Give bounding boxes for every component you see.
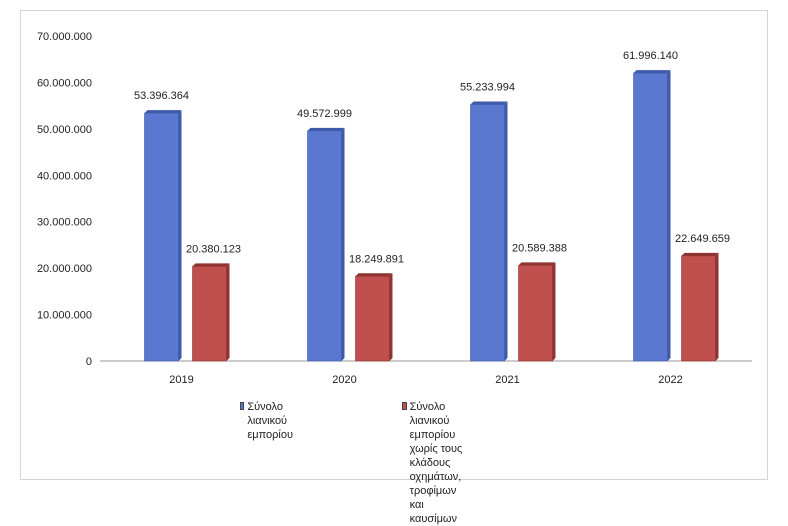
- bar-side: [667, 70, 671, 362]
- data-label: 53.396.364: [134, 90, 189, 102]
- bar-side: [552, 262, 556, 361]
- bar-total-retail: [633, 72, 668, 362]
- bar-chart: 0 10.000.000 20.000.000 30.000.000 40.000.00…: [37, 31, 752, 386]
- y-tick-label: 40.000.000: [37, 170, 92, 182]
- bar-top: [144, 110, 182, 114]
- bar-retail-excluding: [355, 275, 390, 362]
- legend-item-total-retail: Σύνολο λιανικού εμπορίου: [240, 400, 297, 442]
- legend-item-retail-excluding: Σύνολο λιανικού εμπορίου χωρίς τους κλάδ…: [402, 400, 465, 526]
- bar-side: [504, 101, 508, 361]
- y-tick-label: 50.000.000: [37, 124, 92, 136]
- x-tick-label: 2022: [658, 374, 682, 386]
- y-tick-label: 0: [86, 356, 92, 368]
- bar-top: [633, 70, 671, 74]
- bar-top: [355, 273, 393, 277]
- data-label: 20.380.123: [186, 243, 241, 255]
- bar-retail-excluding: [681, 255, 716, 362]
- bar-retail-excluding: [518, 265, 553, 362]
- bar-side: [226, 263, 230, 361]
- bar-total-retail: [470, 104, 505, 362]
- legend-label-retail-excluding: Σύνολο λιανικού εμπορίου χωρίς τους κλάδ…: [409, 401, 463, 525]
- legend-label-total-retail: Σύνολο λιανικού εμπορίου: [247, 401, 293, 441]
- legend-swatch-red: [402, 402, 407, 410]
- bar-total-retail: [144, 112, 179, 362]
- data-label: 18.249.891: [349, 253, 404, 265]
- bar-top: [192, 263, 230, 267]
- chart-bars: [144, 70, 719, 362]
- y-tick-label: 70.000.000: [37, 31, 92, 43]
- chart-data-labels: 53.396.364 20.380.123 49.572.999 18.249.891…: [134, 50, 730, 265]
- data-label: 61.996.140: [623, 50, 678, 62]
- bar-side: [341, 127, 345, 361]
- x-tick-label: 2019: [169, 374, 193, 386]
- bar-retail-excluding: [192, 266, 227, 362]
- bar-top: [681, 252, 719, 256]
- data-label: 55.233.994: [460, 82, 515, 94]
- bar-top: [470, 101, 508, 105]
- x-tick-label: 2020: [332, 374, 356, 386]
- x-tick-label: 2021: [495, 374, 519, 386]
- bar-total-retail: [307, 130, 342, 362]
- legend-swatch-blue: [240, 402, 245, 410]
- bar-side: [178, 110, 182, 361]
- data-label: 22.649.659: [675, 233, 730, 245]
- bar-top: [307, 127, 345, 131]
- bar-side: [389, 273, 393, 361]
- y-tick-label: 30.000.000: [37, 217, 92, 229]
- bar-side: [715, 252, 719, 361]
- y-tick-label: 20.000.000: [37, 263, 92, 275]
- data-label: 49.572.999: [297, 108, 352, 120]
- y-tick-label: 10.000.000: [37, 310, 92, 322]
- y-tick-label: 60.000.000: [37, 77, 92, 89]
- bar-top: [518, 262, 556, 266]
- data-label: 20.589.388: [512, 242, 567, 254]
